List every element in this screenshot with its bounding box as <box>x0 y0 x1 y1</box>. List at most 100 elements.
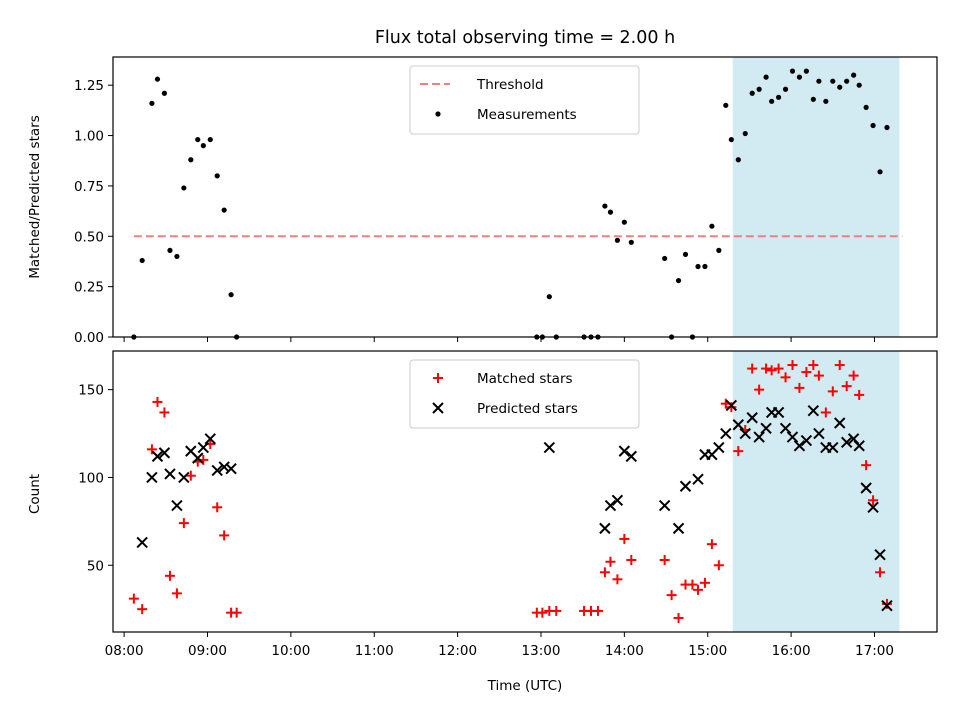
measurements-point <box>884 124 890 131</box>
measurements-point <box>154 76 161 82</box>
measurements-point <box>221 207 227 213</box>
matched-stars-point <box>605 556 616 567</box>
count-panel-shaded-region <box>732 351 900 632</box>
predicted-stars-point <box>732 419 745 431</box>
matched-stars-point <box>164 570 175 581</box>
measurements-point <box>863 104 869 110</box>
x-tick-label: 15:00 <box>688 643 727 659</box>
legend-label: Predicted stars <box>477 401 578 417</box>
predicted-stars-point <box>853 440 865 452</box>
predicted-stars-point <box>847 433 860 445</box>
x-tick-label: 16:00 <box>772 643 811 659</box>
x-tick-label: 14:00 <box>605 643 644 659</box>
predicted-stars-point <box>151 450 164 463</box>
predicted-stars-point <box>760 422 772 434</box>
matched-stars-point <box>599 567 610 578</box>
ratio-panel-legend <box>409 65 640 135</box>
matched-stars-point <box>128 593 139 604</box>
matched-stars-point <box>861 460 872 471</box>
x-tick-label: 09:00 <box>188 643 227 659</box>
measurements-point <box>207 136 213 143</box>
x-tick-label: 08:00 <box>105 643 144 659</box>
matched-stars-point <box>761 363 772 374</box>
predicted-stars-point <box>800 434 813 447</box>
legend-measurements-swatch <box>435 111 441 117</box>
predicted-stars-point <box>204 433 216 445</box>
measurements-point <box>870 122 876 129</box>
predicted-stars-point <box>881 599 893 612</box>
y-tick-label: 0.75 <box>74 179 104 195</box>
matched-stars-point <box>780 372 791 383</box>
x-tick-label: 12:00 <box>438 643 477 659</box>
matched-stars-point <box>219 530 230 541</box>
predicted-stars-point <box>860 482 872 494</box>
measurements-point <box>856 82 862 88</box>
matched-stars-point <box>754 384 765 395</box>
predicted-stars-point <box>746 412 758 424</box>
predicted-stars-point <box>218 461 230 473</box>
predicted-stars-point <box>786 431 799 443</box>
matched-stars-point <box>666 590 677 601</box>
matched-stars-point <box>801 367 812 378</box>
predicted-stars-point <box>611 494 624 506</box>
matched-stars-point <box>747 363 758 374</box>
matched-stars-point <box>231 607 242 618</box>
predicted-stars-point <box>813 427 825 440</box>
matched-stars-point <box>159 407 170 418</box>
matched-stars-point <box>726 402 737 413</box>
measurements-point <box>756 86 762 92</box>
predicted-stars-point <box>834 417 846 429</box>
predicted-stars-point <box>827 441 839 454</box>
measurements-point <box>709 223 715 229</box>
matched-stars-point <box>787 360 798 371</box>
measurements-point <box>628 239 634 245</box>
legend-predicted-swatch <box>432 402 444 414</box>
measurements-point <box>837 84 843 90</box>
y-tick-label: 150 <box>78 383 104 399</box>
count-panel-legend <box>409 359 640 429</box>
measurements-point <box>763 74 769 80</box>
ratio-panel-frame <box>112 56 938 338</box>
matched-stars-point <box>827 386 838 397</box>
chart-title: Flux total observing time = 2.00 h <box>375 28 675 48</box>
predicted-stars-point <box>725 399 738 412</box>
matched-stars-point <box>537 607 548 618</box>
measurements-point <box>181 185 187 191</box>
y-tick-label: 1.25 <box>74 78 104 94</box>
matched-stars-point <box>699 577 710 588</box>
matched-stars-point <box>551 605 562 616</box>
predicted-stars-point <box>867 501 879 514</box>
measurements-point <box>716 247 722 253</box>
predicted-stars-point <box>753 431 765 443</box>
measurements-point <box>723 102 729 108</box>
matched-stars-point <box>881 598 892 609</box>
matched-stars-point <box>794 382 805 393</box>
predicted-stars-point <box>692 473 704 485</box>
measurements-point <box>607 209 614 215</box>
matched-stars-point <box>766 365 777 376</box>
predicted-stars-point <box>158 447 171 459</box>
x-axis-label: Time (UTC) <box>487 678 563 694</box>
predicted-stars-point <box>793 440 806 452</box>
predicted-stars-point <box>197 441 210 454</box>
matched-stars-point <box>706 539 717 550</box>
matched-stars-point <box>212 502 223 513</box>
predicted-stars-point <box>618 445 631 457</box>
matched-stars-point <box>854 389 865 400</box>
predicted-stars-point <box>192 452 204 464</box>
measurements-point <box>823 98 829 104</box>
matched-stars-point <box>875 567 886 578</box>
y-tick-label: 0.00 <box>74 330 104 346</box>
predicted-stars-point <box>164 468 176 480</box>
predicted-stars-point <box>779 422 792 434</box>
predicted-stars-point <box>625 450 638 463</box>
matched-stars-point <box>834 360 845 371</box>
predicted-stars-point <box>772 406 785 419</box>
predicted-stars-point <box>874 549 886 561</box>
measurements-point <box>200 143 206 149</box>
predicted-stars-point <box>840 436 853 449</box>
measurements-point <box>188 157 194 163</box>
measurements-point <box>803 68 809 74</box>
measurements-point <box>675 277 682 284</box>
x-tick-label: 13:00 <box>522 643 561 659</box>
